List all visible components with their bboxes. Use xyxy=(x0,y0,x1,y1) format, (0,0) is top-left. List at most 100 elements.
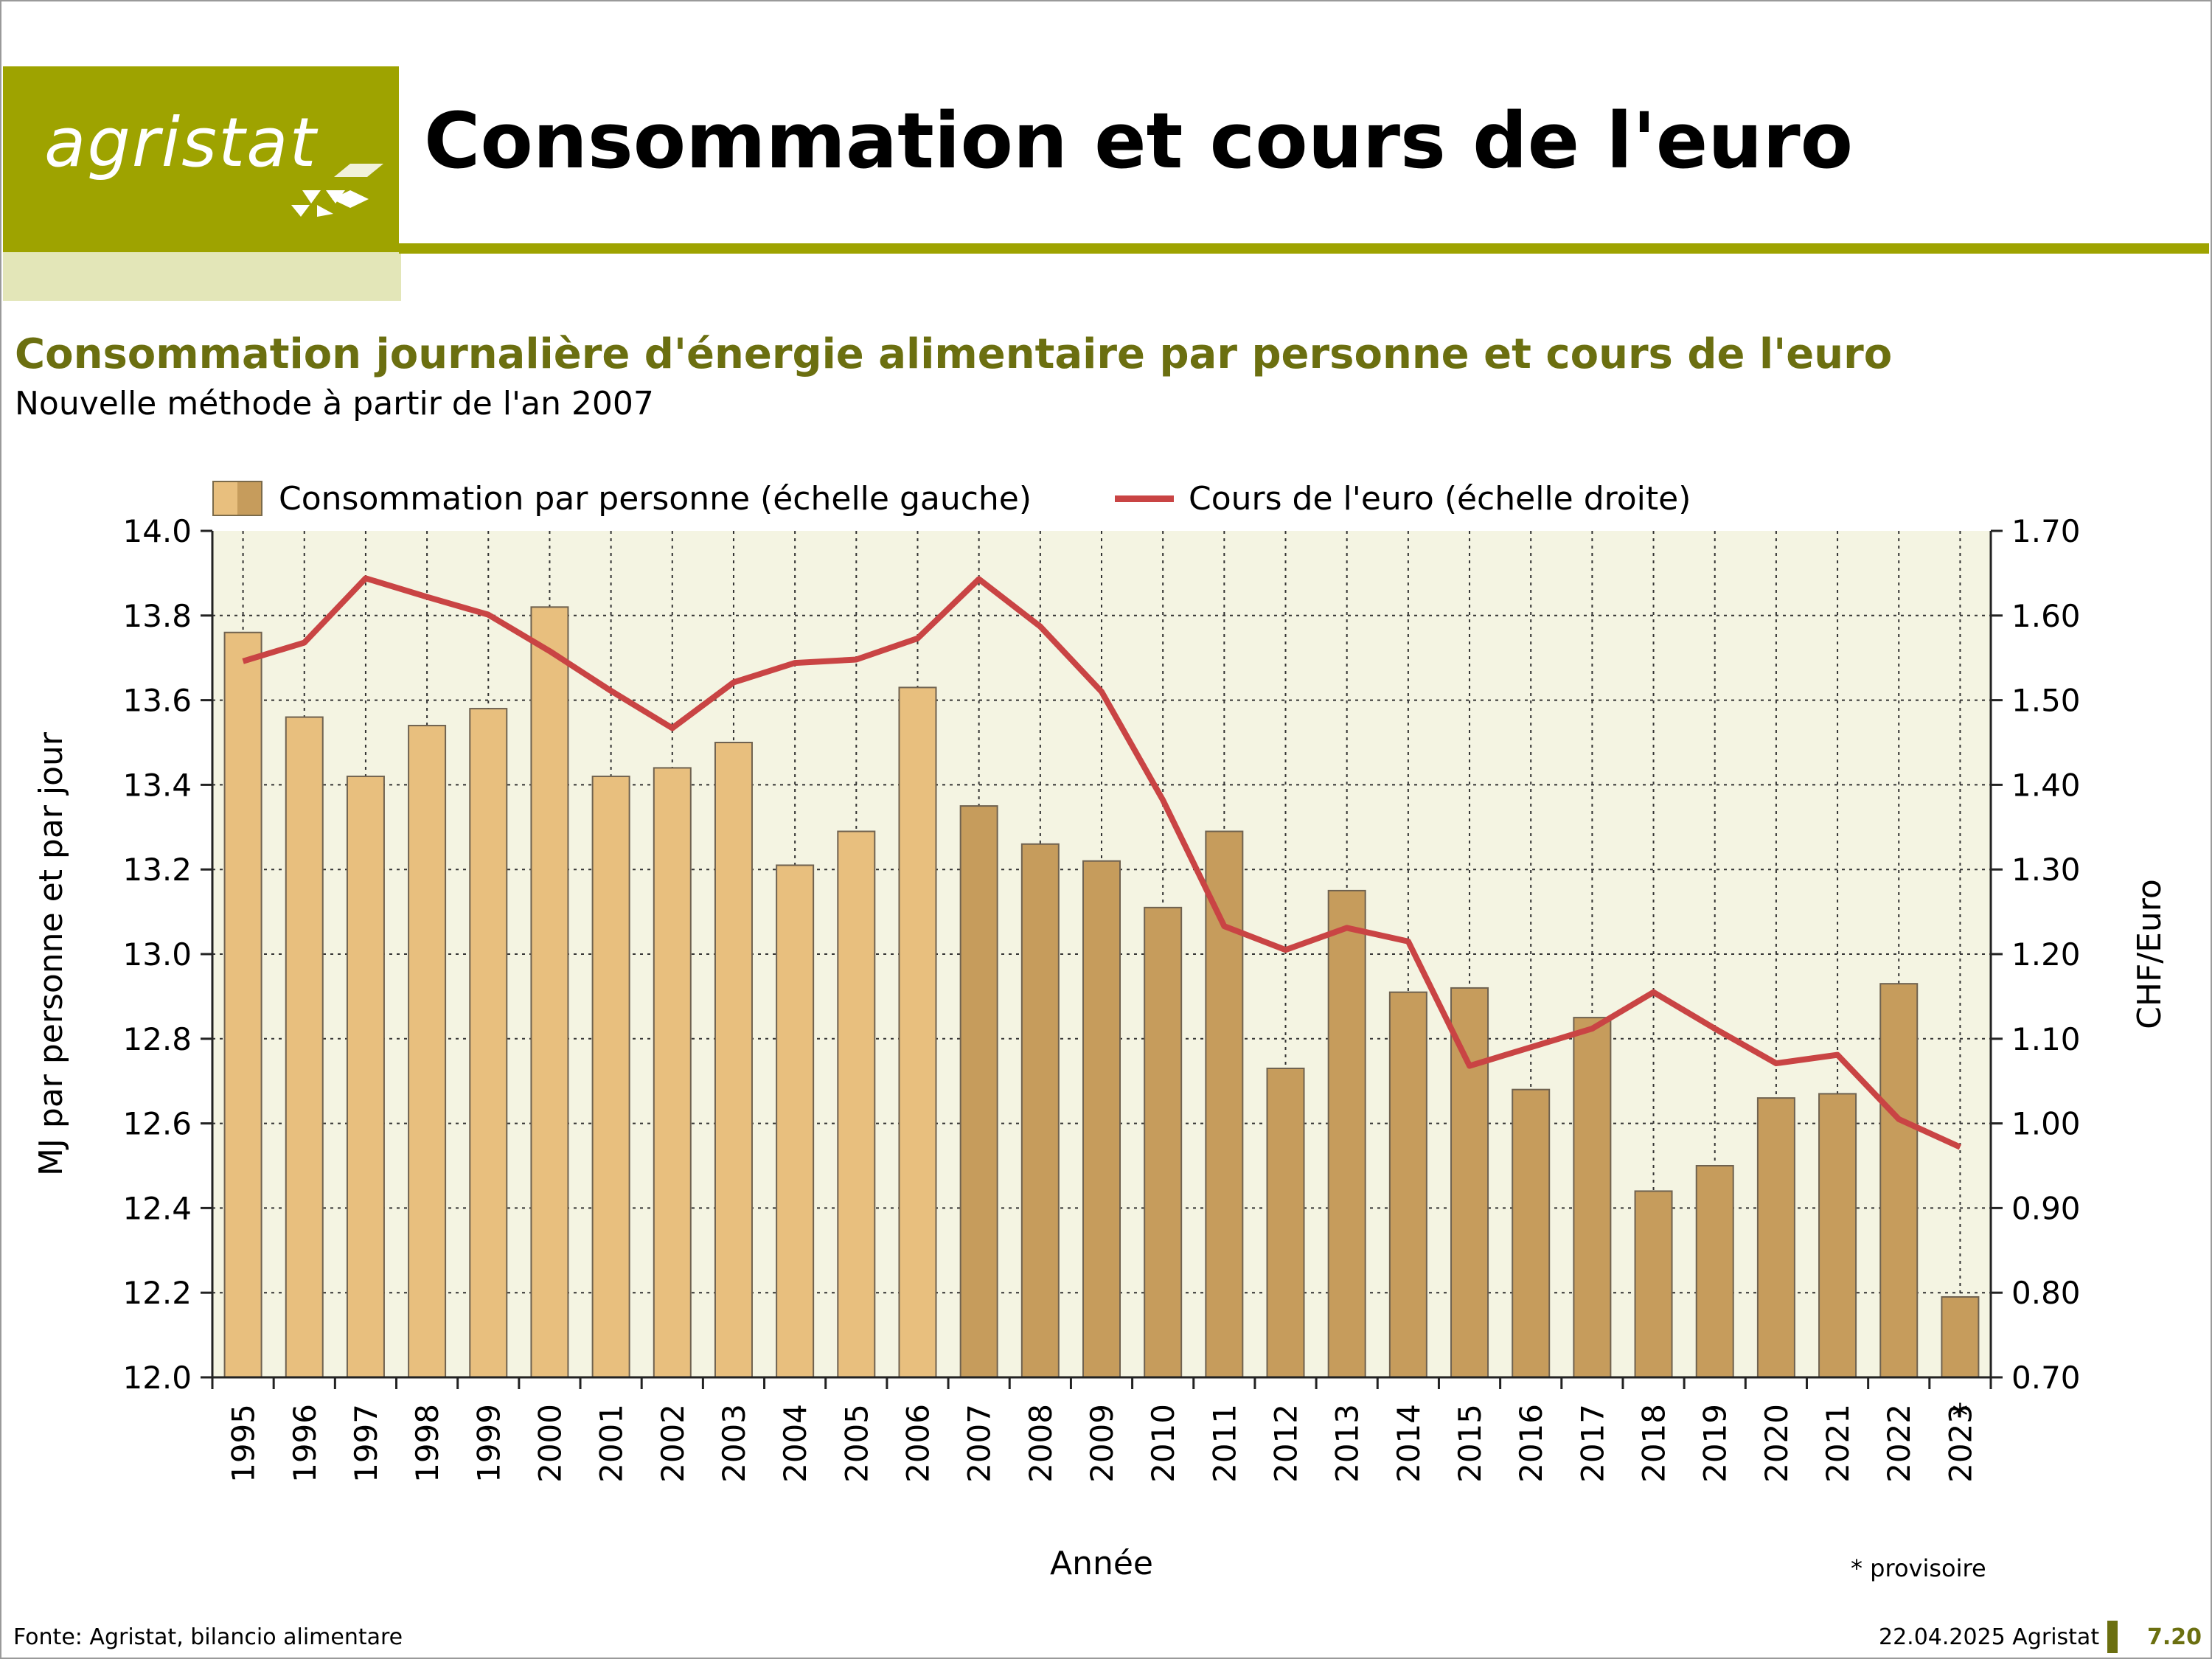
bar-2005 xyxy=(837,830,876,1379)
y-tick-label: 12.4 xyxy=(122,1190,192,1226)
bar-2010 xyxy=(1144,906,1183,1378)
y2-tick-label: 1.20 xyxy=(2011,936,2081,973)
chart-subtitle: Nouvelle méthode à partir de l'an 2007 xyxy=(15,385,654,422)
y-tick-label: 12.0 xyxy=(122,1360,192,1396)
bar-2021 xyxy=(1818,1093,1857,1379)
x-tick-label: 2007 xyxy=(961,1404,998,1483)
x-tick-label: 2019 xyxy=(1697,1404,1733,1483)
x-tick-labels: 1995 1996 1997 1998 1999 2000 2001 2002 2003 2004… xyxy=(226,1404,1979,1483)
agristat-logo: agristat xyxy=(44,103,318,182)
x-tick-label: 2000 xyxy=(532,1404,568,1483)
y2-tick-label: 1.60 xyxy=(2011,598,2081,634)
bar-1999 xyxy=(469,708,508,1378)
y2-tick-label: 0.80 xyxy=(2011,1275,2081,1311)
y2-tick-label: 1.00 xyxy=(2011,1106,2081,1142)
euro-series-line xyxy=(242,575,1962,1150)
bar-2023 xyxy=(1941,1295,1980,1378)
y-tick-label: 12.2 xyxy=(122,1275,192,1311)
x-tick-label: 1998 xyxy=(409,1404,445,1483)
bar-2013 xyxy=(1327,889,1366,1378)
logo-underband xyxy=(3,252,401,301)
x-tick-label: 2011 xyxy=(1206,1404,1242,1483)
legend-swatch-bars xyxy=(212,481,262,516)
y2-tick-label: 1.40 xyxy=(2011,767,2081,803)
provisional-marker: * xyxy=(1952,1397,1968,1435)
x-tick-label: 1996 xyxy=(287,1404,323,1483)
x-tick-label: 2018 xyxy=(1636,1404,1672,1483)
provisional-note: * provisoire xyxy=(1851,1554,1986,1582)
y-tick-label: 14.0 xyxy=(122,513,192,549)
bar-2003 xyxy=(714,742,753,1378)
bar-1995 xyxy=(223,631,262,1378)
left-tick-labels: 14.0 13.8 13.6 13.4 13.2 13.0 12.8 12.6 12.4 12.2… xyxy=(122,513,192,1396)
header-rule xyxy=(399,243,2209,254)
bar-2015 xyxy=(1450,987,1489,1379)
y2-tick-label: 0.70 xyxy=(2011,1360,2081,1396)
x-tick-label: 2003 xyxy=(716,1404,752,1483)
x-tick-label: 2009 xyxy=(1084,1404,1120,1483)
legend-label-euro: Cours de l'euro (échelle droite) xyxy=(1189,479,1691,518)
y2-tick-label: 0.90 xyxy=(2011,1190,2081,1226)
y2-tick-label: 1.10 xyxy=(2011,1021,2081,1057)
bar-2016 xyxy=(1512,1088,1551,1379)
y-axis-title: MJ par personne et par jour xyxy=(32,731,70,1176)
footer-date: 22.04.2025 Agristat xyxy=(1879,1624,2100,1650)
bar-1997 xyxy=(346,775,385,1379)
legend-item-consumption: Consommation par personne (échelle gauch… xyxy=(212,476,1032,521)
grid xyxy=(212,531,1991,1377)
bar-2017 xyxy=(1573,1017,1612,1378)
x-tick-label: 1995 xyxy=(226,1404,262,1483)
x-tick-label: 2012 xyxy=(1268,1404,1304,1483)
bar-2000 xyxy=(530,606,569,1379)
legend-item-euro: Cours de l'euro (échelle droite) xyxy=(1115,476,1691,521)
bar-2009 xyxy=(1082,860,1121,1378)
legend-label-consumption: Consommation par personne (échelle gauch… xyxy=(279,479,1032,518)
page-number: 7.20 xyxy=(2147,1624,2202,1650)
x-tick-label: 2001 xyxy=(594,1404,630,1483)
x-tick-label: 2015 xyxy=(1452,1404,1488,1483)
bar-1996 xyxy=(285,716,324,1378)
x-tick-label: 2008 xyxy=(1023,1404,1059,1483)
y-tick-label: 13.4 xyxy=(122,767,192,803)
bar-2006 xyxy=(898,686,937,1378)
y-tick-label: 13.2 xyxy=(122,852,192,888)
x-tick-label: 2020 xyxy=(1759,1404,1795,1483)
y-tick-label: 12.6 xyxy=(122,1106,192,1142)
bar-2001 xyxy=(591,775,630,1379)
footer-source: Fonte: Agristat, bilancio alimentare xyxy=(13,1624,403,1650)
x-tick-label: 2021 xyxy=(1820,1404,1856,1483)
x-tick-label: 1999 xyxy=(470,1404,507,1483)
x-tick-label: 2017 xyxy=(1574,1404,1610,1483)
y-tick-label: 13.8 xyxy=(122,598,192,634)
bar-2008 xyxy=(1020,843,1060,1378)
bar-2022 xyxy=(1879,983,1919,1379)
bar-2007 xyxy=(959,805,998,1378)
footer-divider xyxy=(2107,1621,2118,1653)
bar-2011 xyxy=(1205,830,1244,1379)
y-tick-label: 12.8 xyxy=(122,1021,192,1057)
bar-2020 xyxy=(1756,1097,1795,1379)
x-tick-label: 2014 xyxy=(1391,1404,1427,1483)
x-tick-label: 2005 xyxy=(838,1404,874,1483)
agristat-logo-mark-icon xyxy=(291,164,383,217)
y2-axis-title: CHF/Euro xyxy=(2131,879,2168,1029)
x-tick-label: 2010 xyxy=(1145,1404,1181,1483)
bar-1998 xyxy=(408,725,447,1378)
y2-tick-label: 1.70 xyxy=(2011,513,2081,549)
bar-2018 xyxy=(1634,1190,1673,1378)
x-axis-title: Année xyxy=(1050,1545,1153,1582)
bar-2012 xyxy=(1266,1067,1305,1378)
x-tick-label: 2013 xyxy=(1329,1404,1366,1483)
chart-title: Consommation journalière d'énergie alime… xyxy=(15,330,1893,378)
y2-tick-label: 1.50 xyxy=(2011,683,2081,719)
y2-tick-label: 1.30 xyxy=(2011,852,2081,888)
bar-2019 xyxy=(1695,1165,1734,1378)
x-tick-label: 2016 xyxy=(1513,1404,1549,1483)
x-tick-label: 1997 xyxy=(348,1404,384,1483)
legend-swatch-line xyxy=(1115,495,1174,502)
x-tick-label: 2023 xyxy=(1942,1404,1978,1483)
x-tick-label: 2006 xyxy=(900,1404,936,1483)
page-title: Consommation et cours de l'euro xyxy=(424,96,1854,186)
